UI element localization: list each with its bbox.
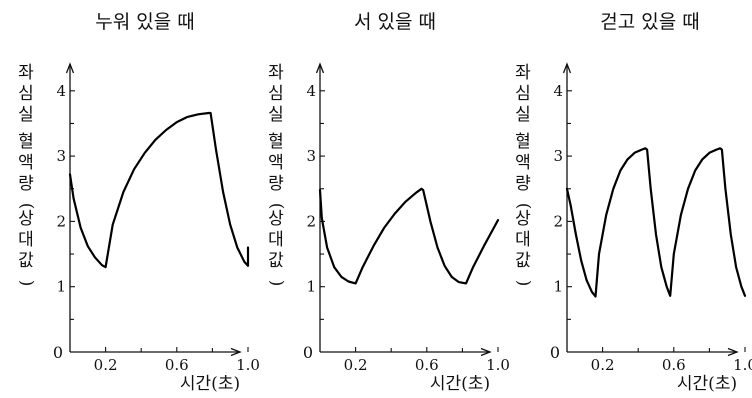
- y-axis-label-char: 량: [268, 174, 284, 194]
- chart-title: 걷고 있을 때: [600, 11, 699, 33]
- x-axis-arrow: [480, 347, 492, 357]
- y-axis-label-char: 액: [18, 153, 34, 173]
- y-axis-label-char: 실: [18, 105, 34, 125]
- x-axis-arrow: [230, 347, 242, 357]
- x-tick-label: 0.2: [591, 356, 615, 374]
- y-tick-label: 1: [553, 278, 563, 296]
- y-tick-label: 4: [56, 82, 66, 100]
- chart-title: 서 있을 때: [354, 11, 436, 33]
- x-tick-label: 1.0: [236, 356, 260, 374]
- y-axis-label-char: (: [17, 203, 37, 210]
- y-axis-arrow: [65, 62, 75, 74]
- origin-label: 0: [550, 343, 560, 362]
- y-axis-label-char: 혈: [515, 132, 531, 152]
- y-axis-label-char: 심: [18, 84, 34, 104]
- y-axis-label-char: 좌: [268, 63, 284, 83]
- y-axis-label-char: ): [514, 280, 534, 287]
- origin-label: 0: [53, 343, 63, 362]
- y-axis-label-char: 량: [515, 174, 531, 194]
- y-axis-label-char: (: [514, 203, 534, 210]
- y-tick-label: 3: [553, 147, 563, 165]
- x-tick-label: 1.0: [733, 356, 752, 374]
- y-axis-label-char: 대: [515, 230, 531, 250]
- origin-label: 0: [303, 343, 313, 362]
- y-axis-label-char: ): [17, 280, 37, 287]
- y-tick-label: 2: [56, 212, 66, 230]
- x-axis-label: 시간(초): [180, 374, 240, 394]
- y-axis-label-char: 상: [515, 209, 531, 229]
- y-axis-label-char: 상: [18, 209, 34, 229]
- y-tick-label: 1: [306, 278, 316, 296]
- y-axis-arrow: [562, 62, 572, 74]
- y-axis-label-char: 상: [268, 209, 284, 229]
- x-tick-label: 0.6: [662, 356, 686, 374]
- y-axis-label-char: 혈: [18, 132, 34, 152]
- series-line-1: [565, 147, 747, 298]
- chart-title: 누워 있을 때: [95, 11, 194, 33]
- y-tick-label: 3: [306, 147, 316, 165]
- y-axis-label-char: ): [267, 280, 287, 287]
- y-tick-label: 2: [553, 212, 563, 230]
- y-axis-arrow: [315, 62, 325, 74]
- y-axis-label-char: 좌: [515, 63, 531, 83]
- x-axis-label: 시간(초): [677, 374, 737, 394]
- y-axis-label-char: 좌: [18, 63, 34, 83]
- series-line-1: [318, 187, 500, 285]
- x-axis-label: 시간(초): [430, 374, 490, 394]
- y-tick-label: 2: [306, 212, 316, 230]
- series-line-1: [68, 111, 250, 269]
- x-tick-label: 0.6: [415, 356, 439, 374]
- x-axis-arrow: [727, 347, 739, 357]
- y-tick-label: 1: [56, 278, 66, 296]
- y-tick-label: 4: [553, 82, 563, 100]
- x-tick-label: 1.0: [486, 356, 510, 374]
- y-axis-label-char: 값: [18, 251, 34, 271]
- y-axis-label-char: (: [267, 203, 287, 210]
- y-tick-label: 3: [56, 147, 66, 165]
- y-axis-label-char: 실: [515, 105, 531, 125]
- y-axis-label-char: 심: [515, 84, 531, 104]
- y-axis-label-char: 액: [515, 153, 531, 173]
- y-axis-label-char: 대: [18, 230, 34, 250]
- y-axis-label-char: 대: [268, 230, 284, 250]
- x-tick-label: 0.2: [344, 356, 368, 374]
- y-axis-label-char: 심: [268, 84, 284, 104]
- y-axis-label-char: 값: [268, 251, 284, 271]
- y-axis-label-char: 량: [18, 174, 34, 194]
- y-axis-label-char: 액: [268, 153, 284, 173]
- y-tick-label: 4: [306, 82, 316, 100]
- y-axis-label-char: 혈: [268, 132, 284, 152]
- y-axis-label-char: 값: [515, 251, 531, 271]
- x-tick-label: 0.6: [165, 356, 189, 374]
- x-tick-label: 0.2: [94, 356, 118, 374]
- y-axis-label-char: 실: [268, 105, 284, 125]
